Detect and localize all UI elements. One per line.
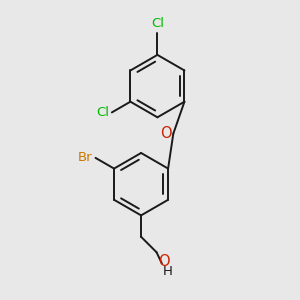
Text: O: O [160, 126, 172, 141]
Text: Cl: Cl [96, 106, 109, 119]
Text: Cl: Cl [151, 17, 164, 30]
Text: O: O [158, 254, 170, 269]
Text: Br: Br [78, 152, 93, 164]
Text: H: H [163, 265, 173, 278]
